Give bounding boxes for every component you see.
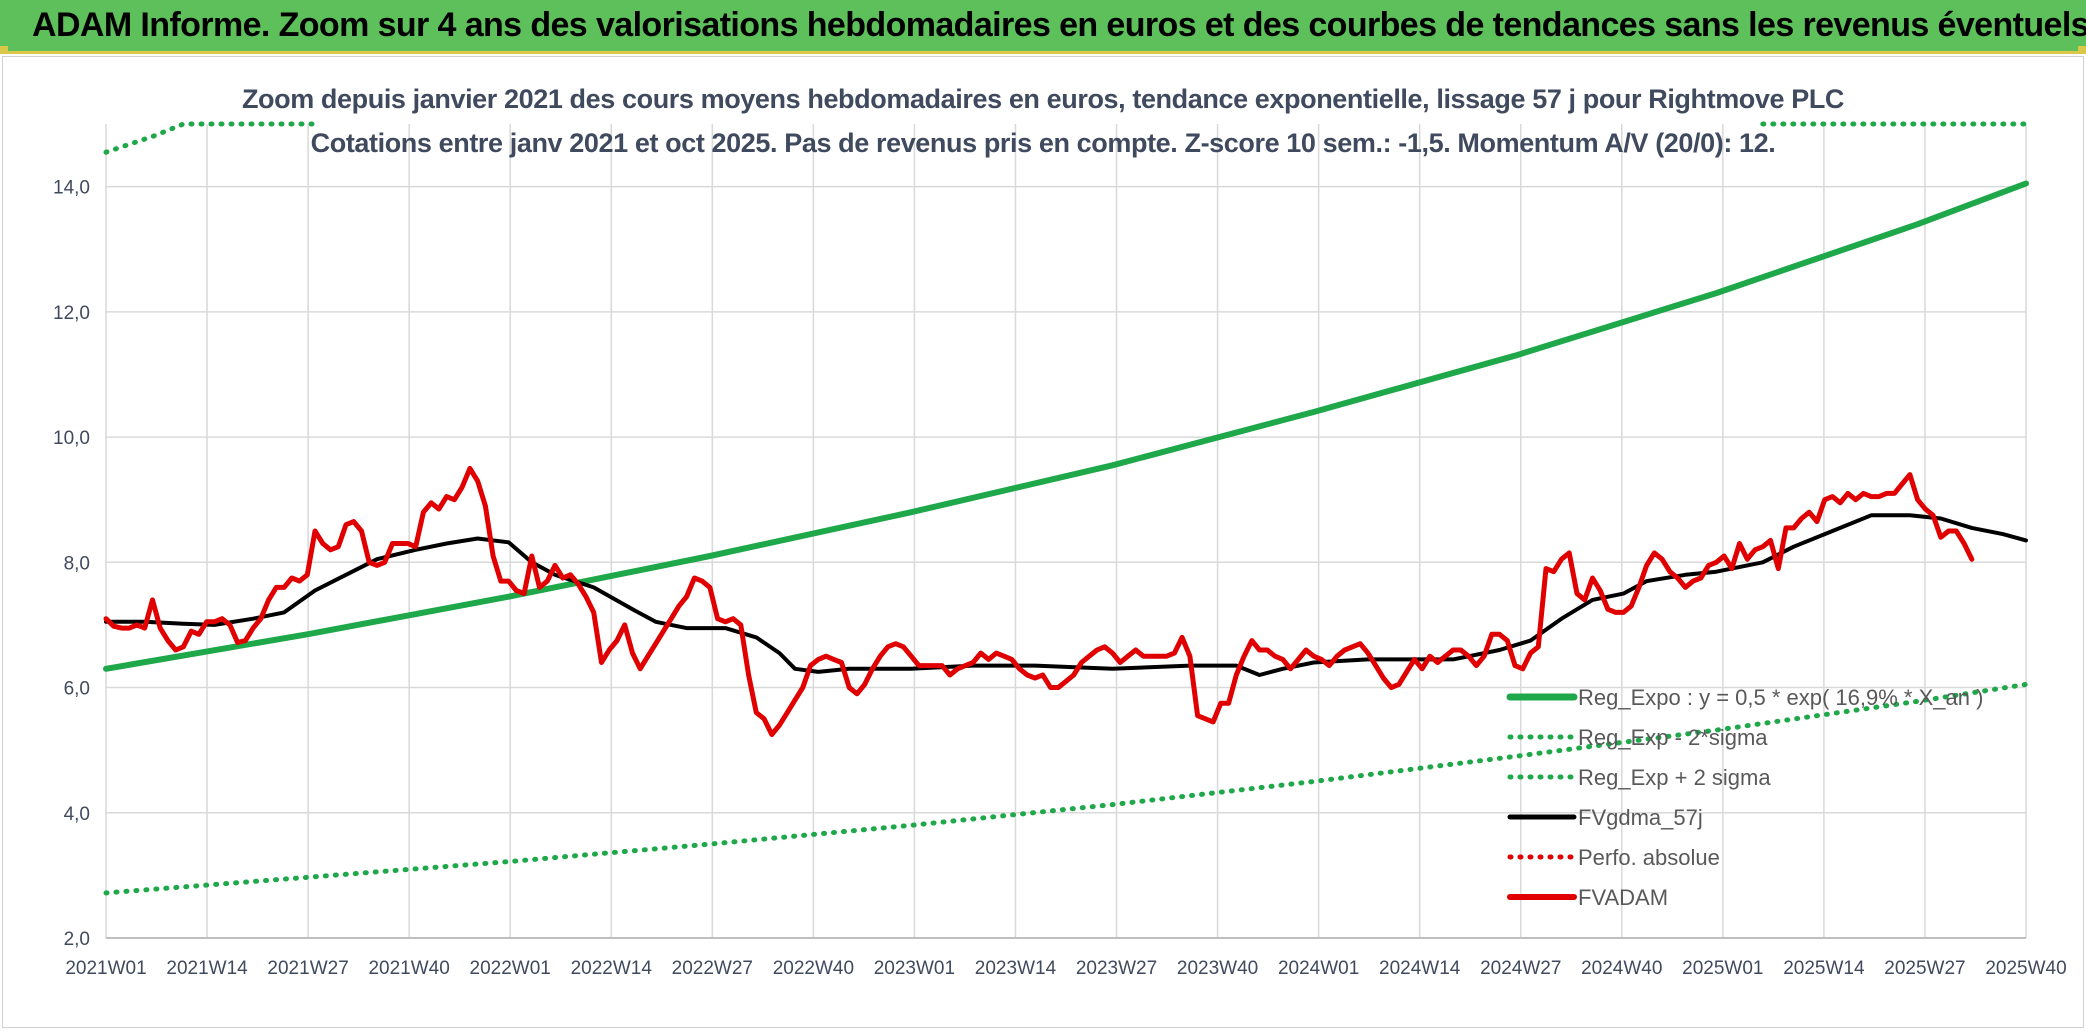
x-tick-label: 2022W27 bbox=[672, 958, 753, 979]
x-tick-label: 2021W14 bbox=[166, 958, 248, 979]
y-tick-label: 12,0 bbox=[53, 303, 90, 324]
trend-line bbox=[103, 180, 2029, 672]
x-tick-label: 2023W27 bbox=[1076, 958, 1157, 979]
legend-label: Perfo. absolue bbox=[1578, 845, 1720, 870]
corner-mark-right bbox=[2078, 46, 2086, 54]
upper-band-line bbox=[103, 121, 318, 155]
banner-title: ADAM Informe. Zoom sur 4 ans des valoris… bbox=[32, 6, 2086, 44]
smoothed-line bbox=[104, 513, 2028, 677]
legend-label: FVADAM bbox=[1578, 885, 1668, 910]
legend-label: FVgdma_57j bbox=[1578, 805, 1703, 830]
chart-subtitle: Cotations entre janv 2021 et oct 2025. P… bbox=[310, 128, 1776, 158]
x-tick-label: 2024W14 bbox=[1379, 958, 1461, 979]
title-banner: ADAM Informe. Zoom sur 4 ans des valoris… bbox=[0, 0, 2086, 54]
chart-frame bbox=[2, 56, 2084, 1028]
y-tick-label: 6,0 bbox=[64, 679, 90, 700]
x-tick-label: 2023W14 bbox=[975, 958, 1057, 979]
legend-label: Reg_Exp - 2*sigma bbox=[1578, 725, 1768, 750]
x-tick-label: 2022W01 bbox=[470, 958, 551, 979]
x-tick-label: 2022W14 bbox=[571, 958, 653, 979]
x-tick-label: 2024W40 bbox=[1581, 958, 1662, 979]
legend-label: Reg_Expo : y = 0,5 * exp( 16,9% * X_an ) bbox=[1578, 685, 1983, 710]
chart-title: Zoom depuis janvier 2021 des cours moyen… bbox=[241, 84, 1845, 114]
x-tick-label: 2023W01 bbox=[874, 958, 955, 979]
x-tick-label: 2025W40 bbox=[1985, 958, 2066, 979]
y-tick-label: 10,0 bbox=[53, 428, 90, 449]
x-tick-label: 2024W27 bbox=[1480, 958, 1561, 979]
x-tick-label: 2021W27 bbox=[267, 958, 348, 979]
y-tick-label: 14,0 bbox=[53, 178, 90, 199]
lower-band-line bbox=[103, 681, 2029, 896]
x-tick-label: 2021W40 bbox=[368, 958, 449, 979]
corner-mark-left bbox=[0, 46, 8, 54]
x-tick-label: 2025W14 bbox=[1783, 958, 1865, 979]
x-tick-label: 2022W40 bbox=[773, 958, 854, 979]
x-tick-label: 2023W40 bbox=[1177, 958, 1258, 979]
y-tick-label: 8,0 bbox=[64, 553, 90, 574]
x-tick-label: 2025W27 bbox=[1884, 958, 1965, 979]
price-line bbox=[103, 465, 1975, 737]
x-tick-label: 2024W01 bbox=[1278, 958, 1359, 979]
y-tick-label: 4,0 bbox=[64, 804, 90, 825]
x-tick-label: 2025W01 bbox=[1682, 958, 1763, 979]
x-tick-label: 2021W01 bbox=[65, 958, 146, 979]
y-tick-label: 2,0 bbox=[64, 929, 90, 950]
legend-label: Reg_Exp + 2 sigma bbox=[1578, 765, 1771, 790]
